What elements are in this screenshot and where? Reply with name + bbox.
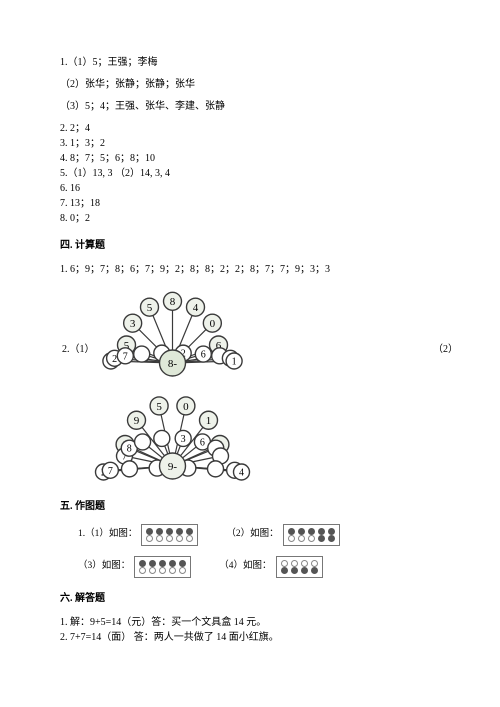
dot-filled-icon — [318, 535, 325, 542]
svg-text:4: 4 — [193, 302, 199, 314]
dot-filled-icon — [288, 528, 295, 535]
drawings-container: 1.（1）如图： （2）如图： （3）如图： （4）如图： — [60, 524, 440, 578]
sec4-line1: 1. 6；9；7；8；6；7；9；2；8；8；2；2；8；7；7；9；3；3 — [60, 263, 440, 277]
ans-1-3: （3）5；4；王强、张华、李建、张静 — [60, 100, 440, 114]
svg-text:8: 8 — [170, 296, 176, 308]
drawing-item: 1.（1）如图： — [78, 524, 198, 546]
dot-filled-icon — [146, 528, 153, 535]
dot-filled-icon — [311, 567, 318, 574]
drawing-label: （4）如图： — [219, 560, 271, 573]
dot-empty-icon — [166, 535, 173, 542]
ans-5: 5.（1）13, 3 （2）14, 3, 4 — [60, 167, 440, 180]
dot-filled-icon — [186, 528, 193, 535]
svg-text:1: 1 — [206, 415, 212, 427]
ans-1-2: （2）张华；张静；张静；张华 — [60, 78, 440, 92]
dot-filled-icon — [166, 528, 173, 535]
dot-empty-icon — [159, 567, 166, 574]
ans-1-1: 1.（1）5；王强；李梅 — [60, 56, 440, 70]
fan-diagram-1: 2.（1） 535840602726718- （2） — [90, 285, 440, 380]
dot-box — [134, 556, 191, 578]
dot-filled-icon — [301, 567, 308, 574]
drawing-row: 1.（1）如图： （2）如图： — [78, 524, 440, 546]
svg-text:1: 1 — [232, 357, 237, 368]
dot-filled-icon — [298, 528, 305, 535]
fan1-label: 2.（1） — [62, 343, 95, 357]
dot-empty-icon — [156, 535, 163, 542]
dot-empty-icon — [311, 560, 318, 567]
drawing-item: （4）如图： — [219, 556, 322, 578]
dot-empty-icon — [149, 567, 156, 574]
svg-text:6: 6 — [200, 437, 205, 448]
dot-empty-icon — [281, 560, 288, 567]
svg-text:9: 9 — [134, 415, 140, 427]
ans-2: 2. 2；4 — [60, 122, 440, 135]
dot-filled-icon — [156, 528, 163, 535]
svg-text:0: 0 — [183, 401, 189, 413]
svg-text:8-: 8- — [168, 358, 178, 370]
dot-filled-icon — [179, 560, 186, 567]
dot-empty-icon — [301, 560, 308, 567]
fan2-label: （2） — [433, 343, 458, 357]
fan2-svg: 59501678362749- — [90, 384, 255, 486]
drawing-label: （3）如图： — [78, 560, 130, 573]
dot-empty-icon — [139, 567, 146, 574]
svg-text:3: 3 — [130, 318, 136, 330]
dot-box — [283, 524, 340, 546]
drawing-label: （2）如图： — [226, 528, 278, 541]
dot-empty-icon — [179, 567, 186, 574]
svg-text:8: 8 — [127, 444, 132, 455]
sec6-l2: 2. 7+7=14（面） 答：两人一共做了 14 面小红旗。 — [60, 631, 440, 644]
svg-text:4: 4 — [239, 468, 244, 479]
dot-empty-icon — [186, 535, 193, 542]
dot-empty-icon — [176, 535, 183, 542]
section4-title: 四. 计算题 — [60, 239, 440, 253]
dot-filled-icon — [159, 560, 166, 567]
svg-text:9-: 9- — [168, 461, 178, 473]
dot-empty-icon — [291, 560, 298, 567]
dot-empty-icon — [169, 567, 176, 574]
dot-empty-icon — [298, 535, 305, 542]
dot-empty-icon — [288, 535, 295, 542]
dot-filled-icon — [291, 567, 298, 574]
dot-filled-icon — [281, 567, 288, 574]
svg-text:0: 0 — [210, 318, 216, 330]
dot-filled-icon — [139, 560, 146, 567]
dot-filled-icon — [169, 560, 176, 567]
ans-6: 6. 16 — [60, 182, 440, 195]
drawing-item: （2）如图： — [226, 524, 339, 546]
drawing-label: 1.（1）如图： — [78, 528, 137, 541]
ans-8: 8. 0；2 — [60, 212, 440, 225]
ans-3: 3. 1；3；2 — [60, 137, 440, 150]
fan-diagram-2: 59501678362749- — [90, 384, 440, 486]
drawing-row: （3）如图： （4）如图： — [78, 556, 440, 578]
section6-title: 六. 解答题 — [60, 592, 440, 606]
dot-empty-icon — [308, 535, 315, 542]
dot-filled-icon — [308, 528, 315, 535]
ans-7: 7. 13；18 — [60, 197, 440, 210]
svg-text:7: 7 — [108, 466, 113, 477]
dot-filled-icon — [328, 528, 335, 535]
ans-4: 4. 8；7；5；6；8；10 — [60, 152, 440, 165]
section5-title: 五. 作图题 — [60, 500, 440, 514]
svg-text:3: 3 — [181, 434, 186, 445]
dot-filled-icon — [318, 528, 325, 535]
svg-text:5: 5 — [147, 302, 153, 314]
drawing-item: （3）如图： — [78, 556, 191, 578]
dot-empty-icon — [146, 535, 153, 542]
dot-filled-icon — [328, 535, 335, 542]
dot-box — [141, 524, 198, 546]
svg-text:7: 7 — [123, 351, 128, 362]
sec6-l1: 1. 解：9+5=14（元）答：买一个文具盒 14 元。 — [60, 616, 440, 629]
dot-filled-icon — [176, 528, 183, 535]
svg-text:6: 6 — [201, 350, 206, 361]
dot-filled-icon — [149, 560, 156, 567]
svg-text:2: 2 — [112, 354, 117, 365]
fan1-svg: 535840602726718- — [90, 285, 255, 380]
dot-box — [276, 556, 323, 578]
svg-text:5: 5 — [156, 401, 162, 413]
